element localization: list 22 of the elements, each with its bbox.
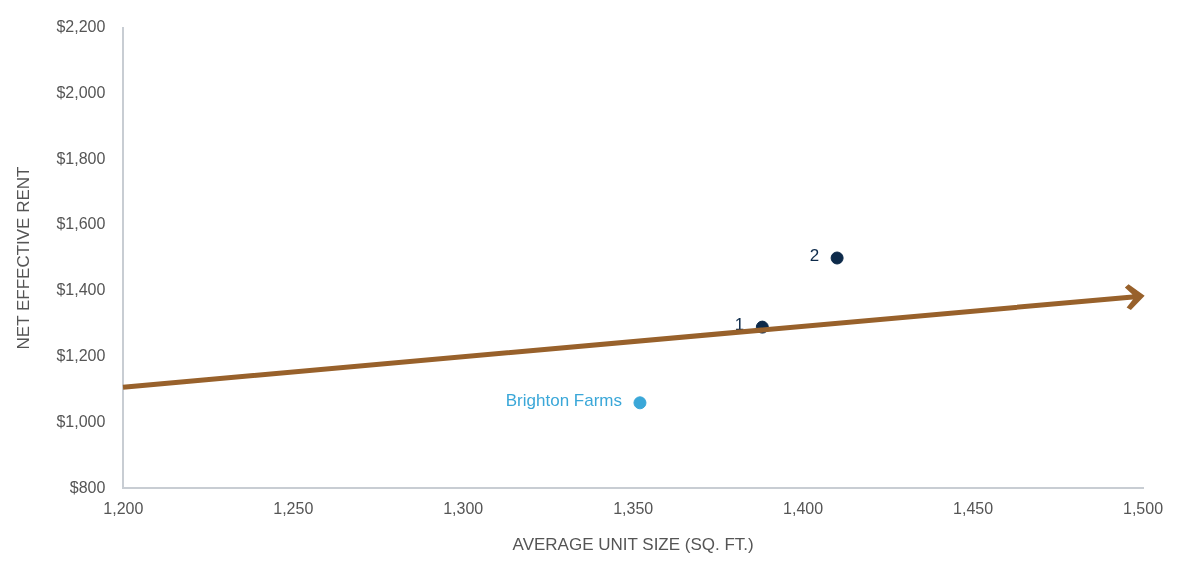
x-tick-label: 1,450 bbox=[953, 500, 994, 518]
x-tick-label: 1,300 bbox=[443, 500, 484, 518]
y-tick-label: $800 bbox=[69, 478, 106, 496]
x-tick-label: 1,250 bbox=[273, 500, 314, 518]
point bbox=[633, 396, 647, 410]
y-tick-label: $1,600 bbox=[56, 215, 106, 233]
x-tick-label: 1,350 bbox=[613, 500, 654, 518]
y-tick-label: $1,800 bbox=[56, 149, 106, 167]
x-tick-label: 1,500 bbox=[1122, 500, 1164, 518]
y-tick-label: $1,000 bbox=[56, 412, 106, 430]
y-axis-title: NET EFFECTIVE RENT bbox=[13, 166, 33, 350]
y-tick-label: $1,400 bbox=[56, 281, 106, 299]
y-tick-label: $1,200 bbox=[56, 347, 106, 365]
series-label: 1 bbox=[734, 314, 745, 334]
series-label: Brighton Farms bbox=[505, 390, 622, 410]
x-tick-label: 1,200 bbox=[103, 500, 144, 518]
y-tick-label: $2,200 bbox=[56, 18, 106, 36]
point bbox=[830, 251, 844, 265]
x-tick-label: 1,400 bbox=[783, 500, 824, 518]
x-axis-title: AVERAGE UNIT SIZE (SQ. FT.) bbox=[512, 535, 754, 555]
y-tick-label: $2,000 bbox=[56, 83, 106, 101]
series-label: 2 bbox=[809, 245, 820, 265]
